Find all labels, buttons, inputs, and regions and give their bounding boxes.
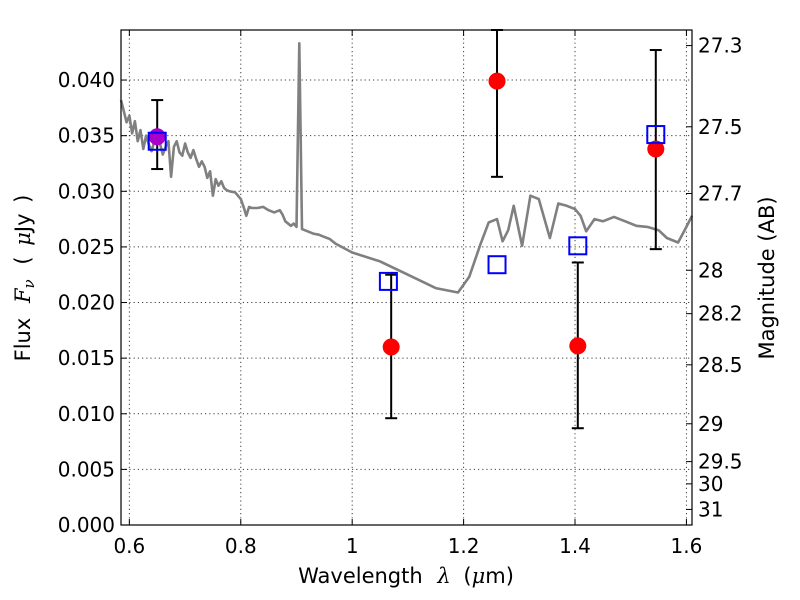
y-tick-label: 0.035 bbox=[58, 124, 115, 148]
x-tick-label: 0.8 bbox=[225, 534, 257, 558]
y-tick-label: 0.020 bbox=[58, 291, 115, 315]
y-tick-label: 0.000 bbox=[58, 513, 115, 537]
y-tick-label: 0.025 bbox=[58, 235, 115, 259]
y2-tick-label: 29.5 bbox=[698, 450, 743, 474]
y2-tick-label: 28.2 bbox=[698, 302, 743, 326]
y2-tick-label: 27.5 bbox=[698, 115, 743, 139]
y2-tick-label: 28 bbox=[698, 258, 723, 282]
y2-tick-label: 28.5 bbox=[698, 353, 743, 377]
x-tick-label: 1.2 bbox=[448, 534, 480, 558]
model-band-point bbox=[378, 271, 398, 291]
y-tick-label: 0.015 bbox=[58, 346, 115, 370]
x-tick-label: 1 bbox=[346, 534, 359, 558]
model-spectrum-layer bbox=[119, 42, 694, 294]
observed-points-layer bbox=[148, 72, 665, 356]
model-band-points-layer bbox=[147, 125, 666, 291]
model-band-point bbox=[147, 131, 167, 151]
y-tick-labels: 0.000 0.005 0.010 0.015 0.020 0.025 0.030 0.035… bbox=[58, 68, 115, 537]
y2-tick-label: 29 bbox=[698, 412, 723, 436]
x-tick-labels: 0.6 0.8 1 1.2 1.4 1.6 bbox=[113, 534, 702, 558]
model-band-point bbox=[646, 125, 666, 145]
model-band-point bbox=[568, 236, 588, 256]
y2-tick-label: 31 bbox=[698, 497, 723, 521]
y2-tick-label: 27.7 bbox=[698, 182, 743, 206]
observed-point bbox=[488, 72, 506, 90]
model-band-point bbox=[487, 255, 507, 275]
y-tick-label: 0.040 bbox=[58, 68, 115, 92]
y2-tick-label: 30 bbox=[698, 472, 723, 496]
axis-ticks bbox=[121, 30, 692, 526]
x-tick-label: 1.4 bbox=[559, 534, 591, 558]
y2-axis-label: Magnitude (AB) bbox=[755, 196, 779, 359]
observed-point bbox=[647, 140, 665, 158]
highlight-point bbox=[148, 128, 166, 146]
observed-point bbox=[569, 337, 587, 355]
grid bbox=[121, 30, 692, 526]
x-tick-label: 1.6 bbox=[671, 534, 703, 558]
y-tick-label: 0.010 bbox=[58, 402, 115, 426]
y-tick-label: 0.030 bbox=[58, 179, 115, 203]
observed-point bbox=[382, 338, 400, 356]
x-axis-label: Wavelength λ (μm) bbox=[298, 564, 514, 588]
y-axis-label: Flux Fν ( μJy ) bbox=[11, 195, 39, 362]
y-tick-label: 0.005 bbox=[58, 457, 115, 481]
y2-tick-label: 27.3 bbox=[698, 34, 743, 58]
x-tick-label: 0.6 bbox=[113, 534, 145, 558]
model-spectrum-line bbox=[119, 42, 694, 294]
plot-frame bbox=[120, 29, 693, 526]
